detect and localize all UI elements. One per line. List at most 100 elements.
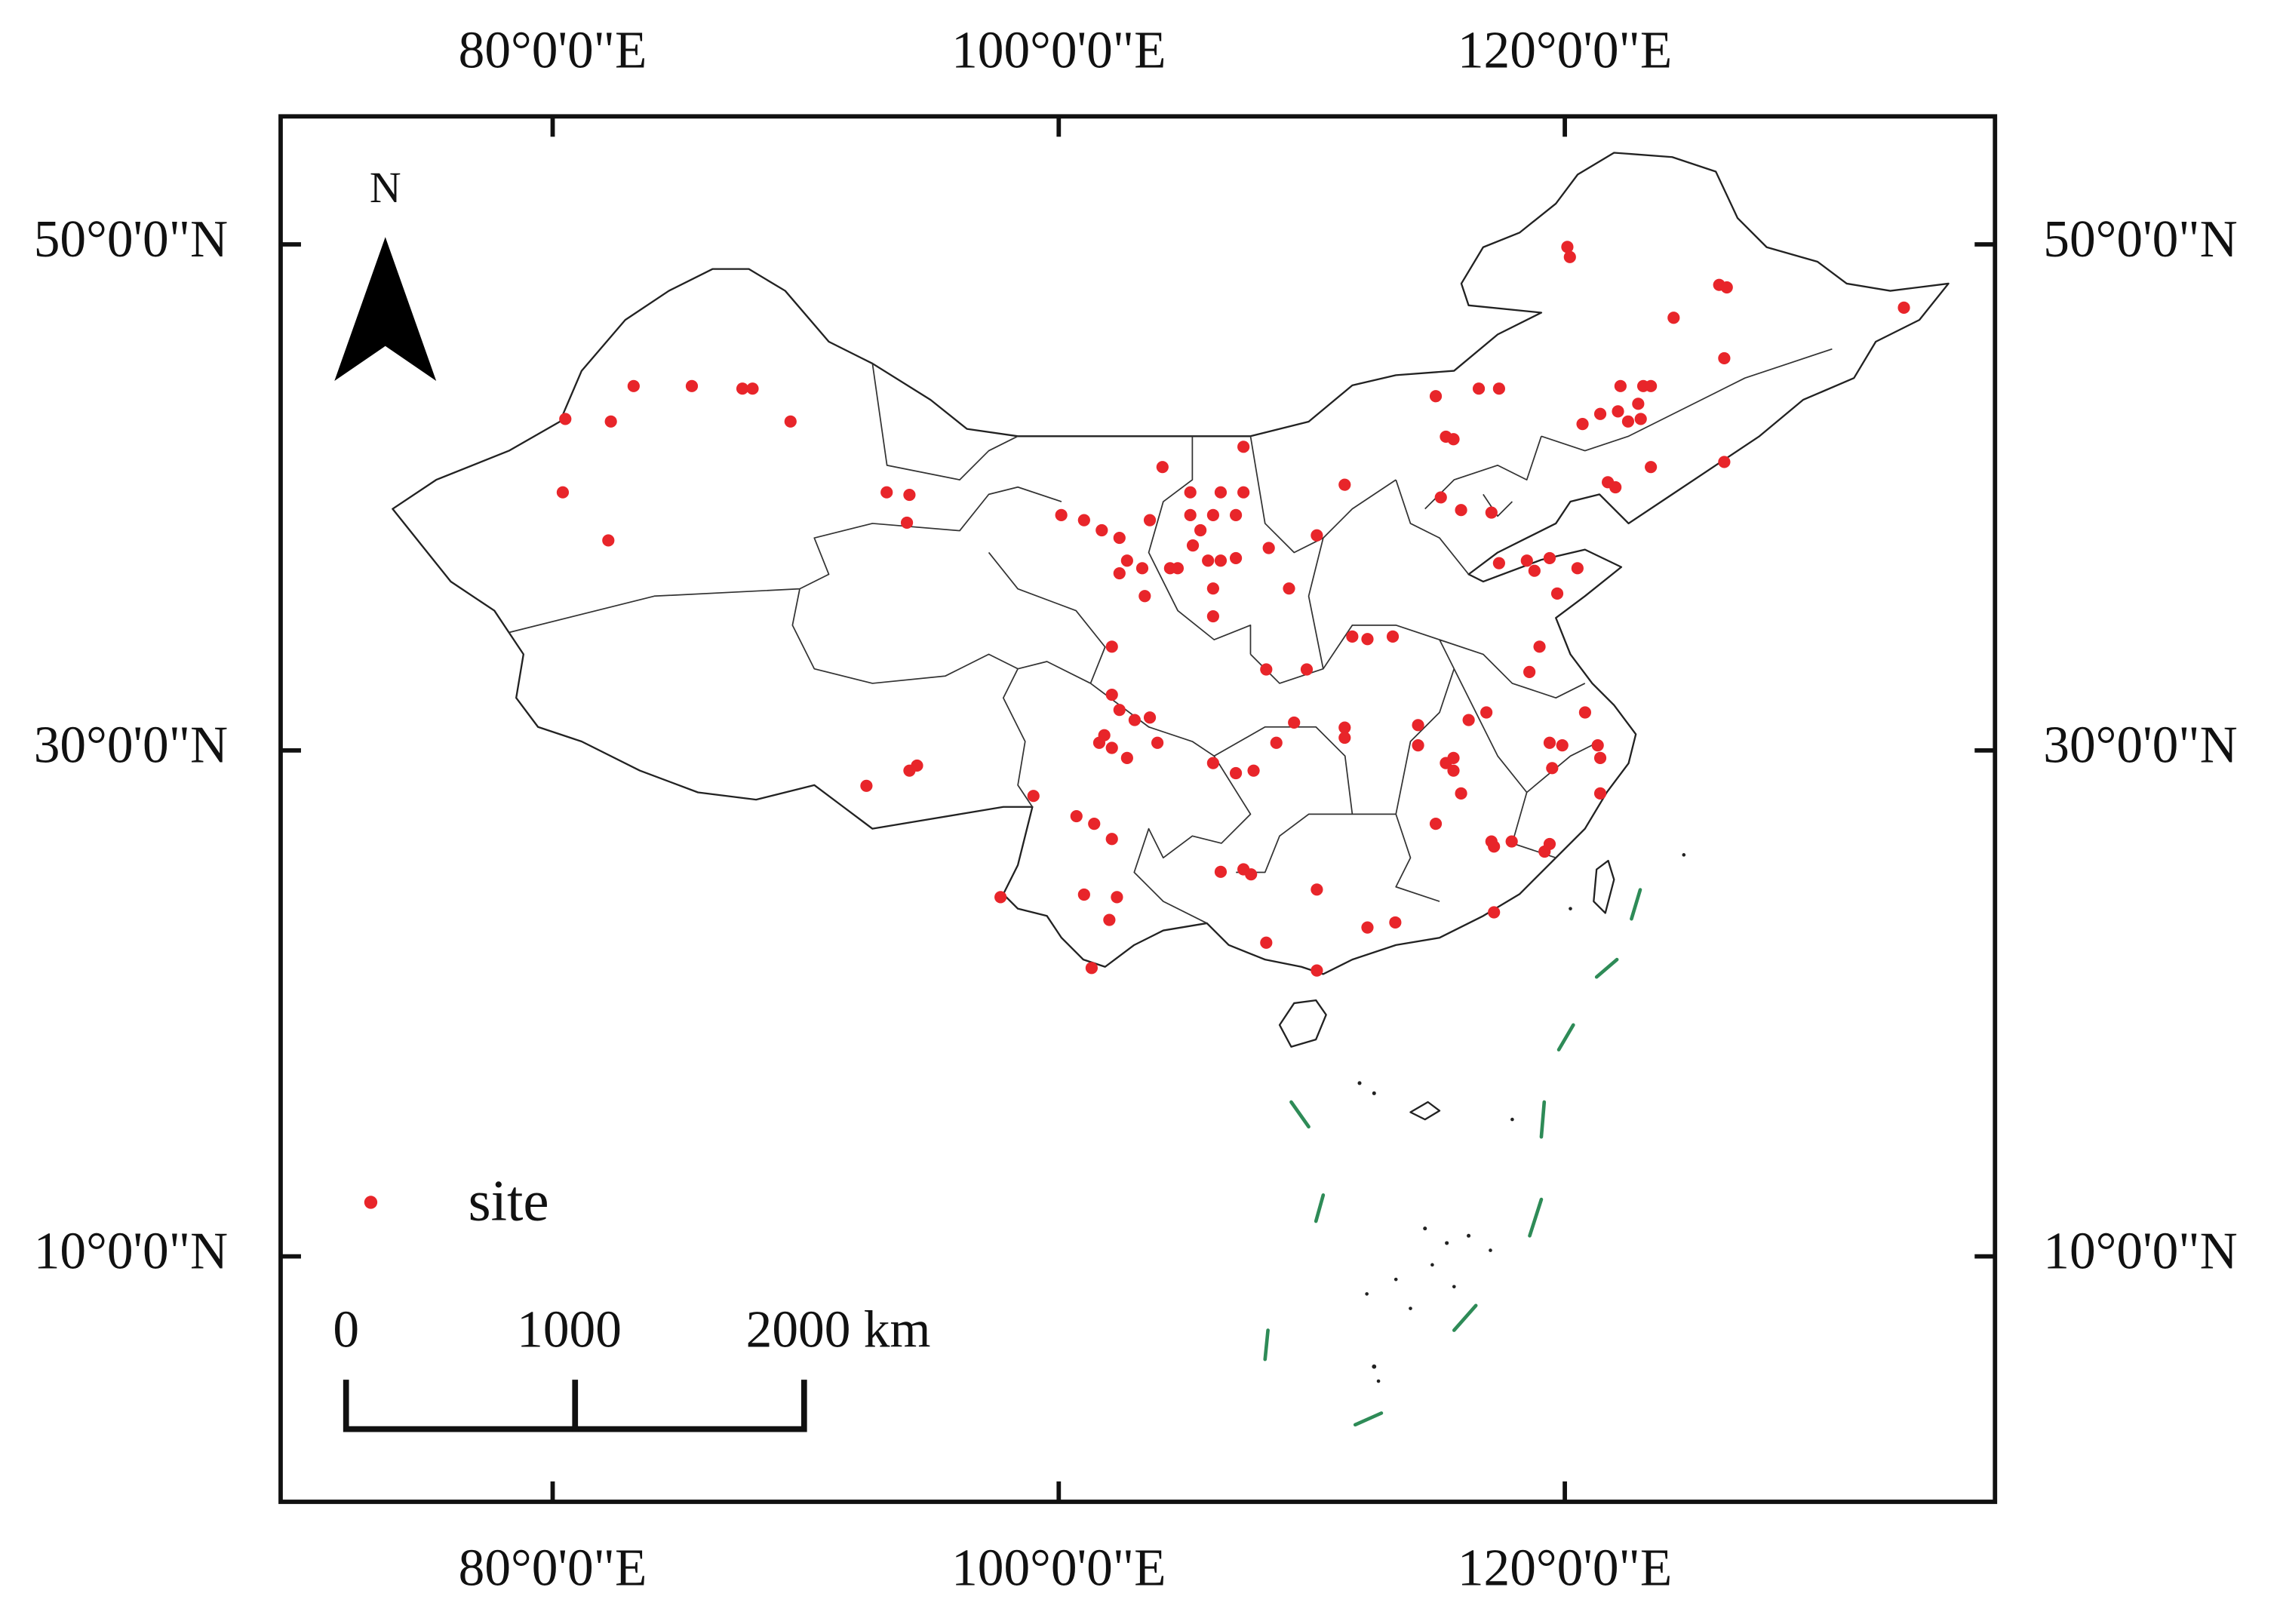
site xyxy=(1429,390,1443,403)
site xyxy=(1488,906,1501,919)
site xyxy=(1206,582,1219,595)
x-tick-label: 80°0'0"E xyxy=(459,21,647,79)
legend-label: site xyxy=(469,1168,549,1233)
site xyxy=(1546,762,1559,775)
scale-bar-label: 1000 xyxy=(517,1300,622,1358)
islands xyxy=(1357,853,1686,1383)
nine-dash-line xyxy=(1263,888,1642,1427)
site xyxy=(1645,461,1658,474)
site xyxy=(1612,405,1624,418)
x-tick-label: 120°0'0"E xyxy=(1458,1539,1672,1597)
site xyxy=(602,534,615,547)
dash xyxy=(1289,1100,1311,1129)
islet xyxy=(1467,1233,1471,1238)
site xyxy=(1571,562,1584,575)
site xyxy=(1247,764,1260,777)
north-arrow-shape xyxy=(334,237,437,382)
site xyxy=(1085,962,1098,975)
boundaries xyxy=(392,152,1950,1427)
scale-bar: 0 1000 2000 km xyxy=(333,1300,930,1432)
y-tick-label: 50°0'0"N xyxy=(2043,210,2237,269)
site xyxy=(1550,587,1564,600)
site xyxy=(1897,301,1910,314)
site xyxy=(1447,433,1460,446)
site xyxy=(1412,719,1424,732)
site xyxy=(1143,514,1157,526)
site xyxy=(1214,486,1228,499)
site xyxy=(1311,529,1323,542)
site xyxy=(1206,757,1219,769)
site xyxy=(1621,415,1635,428)
x-tick-label: 100°0'0"E xyxy=(951,1539,1166,1597)
province-lines xyxy=(509,348,1833,924)
site xyxy=(1103,913,1116,926)
site xyxy=(1194,523,1207,537)
site xyxy=(559,413,572,425)
site xyxy=(1260,663,1273,676)
site xyxy=(1505,835,1518,848)
x-tick-label: 80°0'0"E xyxy=(459,1539,647,1597)
site xyxy=(903,488,916,502)
site xyxy=(1300,663,1314,676)
site xyxy=(1202,554,1215,567)
site xyxy=(911,759,923,772)
site xyxy=(1528,564,1541,577)
site xyxy=(1113,531,1126,545)
site xyxy=(1111,891,1123,904)
site xyxy=(1632,398,1645,410)
site xyxy=(1088,818,1101,830)
north-label: N xyxy=(370,163,401,212)
dash xyxy=(1452,1303,1478,1332)
site xyxy=(1338,478,1351,491)
site xyxy=(1288,716,1301,729)
islet xyxy=(1372,1091,1376,1095)
site xyxy=(1229,551,1243,565)
site xyxy=(1563,250,1576,263)
hainan xyxy=(1278,999,1327,1048)
north-arrow: N xyxy=(334,163,437,382)
site xyxy=(1578,706,1592,719)
site xyxy=(1614,379,1627,392)
site xyxy=(1561,241,1574,253)
site xyxy=(685,379,699,392)
site xyxy=(1143,711,1157,724)
sites xyxy=(556,241,1910,977)
site xyxy=(1095,523,1108,537)
site xyxy=(1488,840,1501,853)
site xyxy=(1311,883,1323,896)
site xyxy=(1092,736,1106,749)
legend: site xyxy=(364,1168,549,1233)
site xyxy=(1593,407,1607,420)
site xyxy=(1135,562,1149,575)
y-tick-label: 10°0'0"N xyxy=(34,1223,228,1281)
site xyxy=(1346,630,1359,643)
legend-marker xyxy=(364,1196,378,1209)
islet xyxy=(1423,1226,1427,1231)
graticule-ticks: 80°0'0"E 80°0'0"E 100°0'0"E 100°0'0"E 120°0'… xyxy=(34,21,2238,1597)
site xyxy=(1338,731,1351,744)
site xyxy=(1386,630,1400,643)
islet xyxy=(1365,1292,1369,1296)
x-tick-label: 120°0'0"E xyxy=(1458,21,1672,79)
site xyxy=(1455,504,1467,517)
site xyxy=(1412,739,1424,752)
islet xyxy=(1569,907,1572,910)
site xyxy=(1105,833,1118,846)
site xyxy=(1027,790,1040,803)
site xyxy=(1533,640,1546,653)
site xyxy=(1120,751,1133,764)
site xyxy=(1389,916,1402,929)
dash xyxy=(1594,957,1619,979)
site xyxy=(1260,936,1273,949)
site xyxy=(627,379,640,392)
site xyxy=(1105,688,1118,701)
islet xyxy=(1489,1248,1492,1252)
site xyxy=(1667,312,1680,324)
site xyxy=(604,415,617,428)
dash xyxy=(1353,1411,1384,1427)
site xyxy=(1576,418,1589,431)
x-tick-label: 100°0'0"E xyxy=(951,21,1166,79)
site xyxy=(1128,714,1142,726)
site xyxy=(1492,557,1505,569)
